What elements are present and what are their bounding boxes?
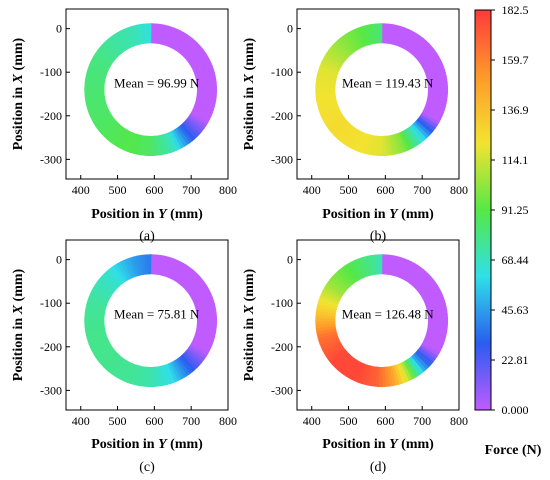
panel-label: (d) <box>370 460 387 475</box>
y-tick-label: -200 <box>271 340 293 354</box>
y-axis-label: Position in X (mm) <box>242 37 257 150</box>
x-tick-label: 700 <box>182 414 200 428</box>
mean-annotation: Mean = 96.99 N <box>114 76 200 91</box>
colorbar-tick-label: 22.81 <box>502 353 529 367</box>
y-tick-label: -100 <box>271 296 293 310</box>
y-tick-label: -300 <box>271 383 293 397</box>
panel-label: (a) <box>139 229 155 244</box>
y-tick-label: -300 <box>40 152 62 166</box>
x-tick-label: 400 <box>303 414 321 428</box>
colorbar-tick-label: 45.63 <box>502 303 529 317</box>
x-tick-label: 500 <box>109 414 127 428</box>
colorbar-tick-label: 68.44 <box>502 253 529 267</box>
x-axis-label: Position in Y (mm) <box>91 207 203 222</box>
x-tick-label: 600 <box>145 183 163 197</box>
y-tick-label: 0 <box>287 253 293 267</box>
y-tick-label: -100 <box>40 65 62 79</box>
x-tick-label: 800 <box>450 183 468 197</box>
colorbar-tick-label: 91.25 <box>502 203 529 217</box>
colorbar-bar <box>474 9 492 411</box>
x-tick-label: 400 <box>303 183 321 197</box>
y-axis-label: Position in X (mm) <box>11 268 26 381</box>
y-tick-label: 0 <box>56 253 62 267</box>
panel-b: 400 500 600 700 800 0 -100 -200 -300 Position in … <box>242 8 468 244</box>
panels: 400 500 600 700 800 0 -100 -200 -300 Position in … <box>11 8 468 475</box>
x-tick-label: 600 <box>145 414 163 428</box>
panel-label: (c) <box>139 460 155 475</box>
x-tick-label: 600 <box>376 183 394 197</box>
axes-frame <box>296 239 460 411</box>
force-ring <box>315 23 449 156</box>
axes-frame <box>296 8 460 180</box>
y-tick-label: -300 <box>271 152 293 166</box>
x-tick-label: 500 <box>340 414 358 428</box>
x-tick-label: 400 <box>72 414 90 428</box>
y-tick-label: 0 <box>287 22 293 36</box>
y-tick-label: -200 <box>40 340 62 354</box>
x-axis-label: Position in Y (mm) <box>91 437 203 452</box>
force-ring <box>84 23 218 156</box>
mean-annotation: Mean = 126.48 N <box>342 307 434 322</box>
y-tick-label: -200 <box>271 109 293 123</box>
mean-annotation: Mean = 75.81 N <box>114 307 200 322</box>
axes-frame <box>65 239 229 411</box>
force-ring <box>315 254 449 387</box>
x-tick-label: 400 <box>72 183 90 197</box>
colorbar-tick-label: 159.7 <box>502 53 529 67</box>
mean-annotation: Mean = 119.43 N <box>342 76 434 91</box>
colorbar-tick-label: 182.5 <box>502 3 529 17</box>
x-tick-label: 700 <box>413 414 431 428</box>
y-axis-label: Position in X (mm) <box>11 37 26 150</box>
colorbar-tick-label: 136.9 <box>502 103 529 117</box>
axes-frame <box>65 8 229 180</box>
y-tick-label: -100 <box>40 296 62 310</box>
colorbar: 182.5 159.7 136.9 114.1 91.25 68.44 45.63 22.81… <box>474 3 542 458</box>
y-tick-label: -300 <box>40 383 62 397</box>
panel-label: (b) <box>370 229 387 244</box>
force-ring <box>84 254 218 387</box>
colorbar-label: Force (N) <box>485 443 542 458</box>
x-tick-label: 800 <box>450 414 468 428</box>
x-tick-label: 500 <box>109 183 127 197</box>
panel-c: 400 500 600 700 800 0 -100 -200 -300 Position in … <box>11 239 237 475</box>
x-axis-label: Position in Y (mm) <box>322 437 434 452</box>
x-axis-label: Position in Y (mm) <box>322 207 434 222</box>
colorbar-tick-label: 114.1 <box>502 153 529 167</box>
x-tick-label: 800 <box>219 183 237 197</box>
y-tick-label: -100 <box>271 65 293 79</box>
x-tick-label: 700 <box>182 183 200 197</box>
x-tick-label: 500 <box>340 183 358 197</box>
x-tick-label: 800 <box>219 414 237 428</box>
x-tick-label: 600 <box>376 414 394 428</box>
y-tick-label: 0 <box>56 22 62 36</box>
y-axis-label: Position in X (mm) <box>242 268 257 381</box>
x-tick-label: 700 <box>413 183 431 197</box>
panel-d: 400 500 600 700 800 0 -100 -200 -300 Position in … <box>242 239 468 475</box>
panel-a: 400 500 600 700 800 0 -100 -200 -300 Position in … <box>11 8 237 244</box>
y-tick-label: -200 <box>40 109 62 123</box>
colorbar-tick-label: 0.000 <box>502 403 529 417</box>
